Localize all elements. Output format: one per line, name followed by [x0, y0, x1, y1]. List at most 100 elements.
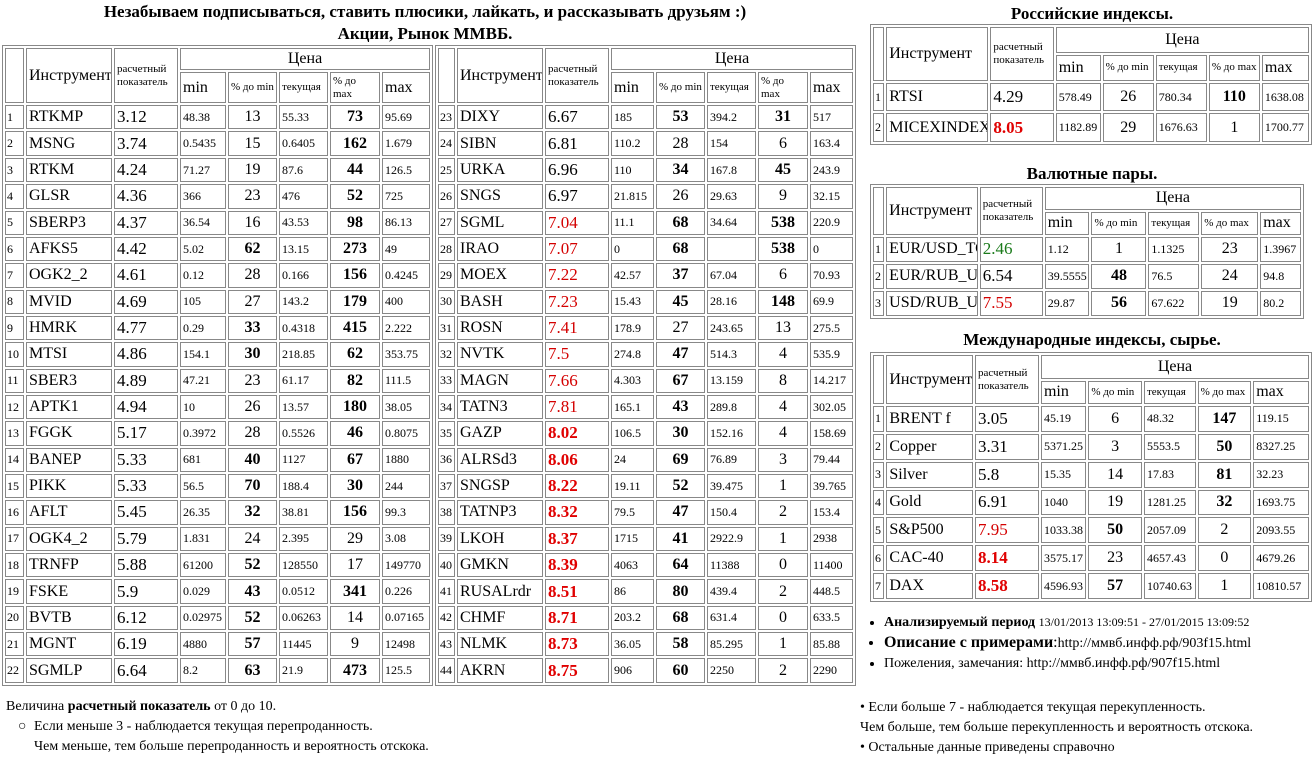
price-max: 1.679: [382, 131, 431, 156]
table-row[interactable]: 6 CAC-40 8.14 3575.17 23 4657.43 0 4679.26: [873, 545, 1309, 572]
table-row[interactable]: 32 NVTK 7.5 274.8 47 514.3 4 535.9: [438, 342, 854, 367]
table-row[interactable]: 7 OGK2_2 4.61 0.12 28 0.166 156 0.4245: [5, 263, 431, 288]
table-row[interactable]: 43 NLMK 8.73 36.05 58 85.295 1 85.88: [438, 632, 854, 657]
price-current: 85.295: [707, 632, 756, 657]
table-row[interactable]: 38 TATNP3 8.32 79.5 47 150.4 2 153.4: [438, 500, 854, 525]
pct-to-min: 19: [228, 157, 277, 183]
header-pct-max: % до max: [330, 72, 380, 104]
instrument-name: SBER3: [26, 368, 112, 393]
table-row[interactable]: 5 SBERP3 4.37 36.54 16 43.53 98 86.13: [5, 210, 431, 235]
table-row[interactable]: 9 HMRK 4.77 0.29 33 0.4318 415 2.222: [5, 315, 431, 341]
table-row[interactable]: 42 CHMF 8.71 203.2 68 631.4 0 633.5: [438, 605, 854, 631]
table-row[interactable]: 2MICEXINDEXCF8.051182.89291676.6311700.7…: [873, 113, 1309, 142]
table-row[interactable]: 36 ALRSd3 8.06 24 69 76.89 3 79.44: [438, 447, 854, 472]
price-max: 220.9: [810, 210, 854, 235]
note-intro-pre: Величина: [6, 699, 65, 714]
table-row[interactable]: 16 AFLT 5.45 26.35 32 38.81 156 99.3: [5, 500, 431, 525]
table-row[interactable]: 37 SNGSP 8.22 19.11 52 39.475 1 39.765: [438, 473, 854, 499]
table-row[interactable]: 22 SGMLP 6.64 8.2 63 21.9 473 125.5: [5, 658, 431, 683]
table-row[interactable]: 20 BVTB 6.12 0.02975 52 0.06263 14 0.07165: [5, 605, 431, 631]
table-row[interactable]: 2 MSNG 3.74 0.5435 15 0.6405 162 1.679: [5, 131, 431, 156]
price-max: 0.8075: [382, 421, 431, 446]
table-row[interactable]: 10 MTSI 4.86 154.1 30 218.85 62 353.75: [5, 342, 431, 367]
table-row[interactable]: 39 LKOH 8.37 1715 41 2922.9 1 2938: [438, 526, 854, 551]
score: 5.88: [114, 552, 178, 578]
price-min: 39.5555: [1044, 263, 1090, 289]
table-row[interactable]: 28 IRAO 7.07 0 68 538 0: [438, 236, 854, 262]
header-pct-max: % до max: [1197, 380, 1252, 404]
table-row[interactable]: 2 Copper 3.31 5371.25 3 5553.5 50 8327.25: [873, 433, 1309, 460]
table-row[interactable]: 25 URKA 6.96 110 34 167.8 45 243.9: [438, 157, 854, 183]
table-row[interactable]: 5 S&P500 7.95 1033.38 50 2057.09 2 2093.55: [873, 517, 1309, 544]
feedback-link[interactable]: http://ммвб.инфф.рф/907f15.html: [1026, 656, 1221, 671]
table-row[interactable]: 23 DIXY 6.67 185 53 394.2 31 517: [438, 105, 854, 130]
row-index: 1: [873, 82, 885, 112]
score: 7.66: [545, 368, 609, 393]
price-min: 681: [180, 447, 226, 472]
pct-to-max: 1: [758, 632, 808, 657]
table-row[interactable]: 30 BASH 7.23 15.43 45 28.16 148 69.9: [438, 289, 854, 314]
instrument-name: TATNP3: [457, 500, 543, 525]
desc-link[interactable]: http://ммвб.инфф.рф/903f15.html: [1057, 636, 1252, 651]
price-current: 439.4: [707, 579, 756, 604]
table-row[interactable]: 24 SIBN 6.81 110.2 28 154 6 163.4: [438, 131, 854, 156]
table-row[interactable]: 13 FGGK 5.17 0.3972 28 0.5526 46 0.8075: [5, 421, 431, 446]
instrument-name: BRENT f: [886, 406, 973, 432]
table-row[interactable]: 7 DAX 8.58 4596.93 57 10740.63 1 10810.57: [873, 573, 1309, 599]
header-max: max: [1261, 54, 1309, 81]
row-index: 3: [873, 290, 885, 316]
table-row[interactable]: 35 GAZP 8.02 106.5 30 152.16 4 158.69: [438, 421, 854, 446]
instrument-name: AKRN: [457, 658, 543, 683]
price-max: 517: [810, 105, 854, 130]
price-max: 85.88: [810, 632, 854, 657]
table-row[interactable]: 12 APTK1 4.94 10 26 13.57 180 38.05: [5, 394, 431, 420]
price-max: 0: [810, 236, 854, 262]
table-row[interactable]: 1 RTKMP 3.12 48.38 13 55.33 73 95.69: [5, 105, 431, 130]
price-current: 10740.63: [1143, 573, 1196, 599]
pct-to-max: 31: [758, 105, 808, 130]
price-min: 0.3972: [180, 421, 226, 446]
table-row[interactable]: 18 TRNFP 5.88 61200 52 128550 17 149770: [5, 552, 431, 578]
score: 6.64: [114, 658, 178, 683]
table-row[interactable]: 15 PIKK 5.33 56.5 70 188.4 30 244: [5, 473, 431, 499]
table-row[interactable]: 1 RTSI 4.29 578.49 26 780.34 110 1638.08: [873, 82, 1309, 112]
table-row[interactable]: 3 RTKM 4.24 71.27 19 87.6 44 126.5: [5, 157, 431, 183]
pct-to-min: 16: [228, 210, 277, 235]
price-current: 2.395: [279, 526, 328, 551]
table-row[interactable]: 4 Gold 6.91 1040 19 1281.25 32 1693.75: [873, 489, 1309, 516]
table-row[interactable]: 40 GMKN 8.39 4063 64 11388 0 11400: [438, 552, 854, 578]
table-row[interactable]: 1 BRENT f 3.05 45.19 6 48.32 147 119.15: [873, 406, 1309, 432]
row-index: 8: [5, 289, 24, 314]
table-row[interactable]: 6 AFKS5 4.42 5.02 62 13.15 273 49: [5, 236, 431, 262]
table-row[interactable]: 33 MAGN 7.66 4.303 67 13.159 8 14.217: [438, 368, 854, 393]
table-row[interactable]: 19 FSKE 5.9 0.029 43 0.0512 341 0.226: [5, 579, 431, 604]
price-current: 38.81: [279, 500, 328, 525]
table-row[interactable]: 21 MGNT 6.19 4880 57 11445 9 12498: [5, 632, 431, 657]
table-row[interactable]: 27 SGML 7.04 11.1 68 34.64 538 220.9: [438, 210, 854, 235]
table-row[interactable]: 14 BANEP 5.33 681 40 1127 67 1880: [5, 447, 431, 472]
table-row[interactable]: 11 SBER3 4.89 47.21 23 61.17 82 111.5: [5, 368, 431, 393]
row-index: 3: [5, 157, 24, 183]
instrument-name: CAC-40: [886, 545, 973, 572]
score: 6.12: [114, 605, 178, 631]
table-row[interactable]: 8 MVID 4.69 105 27 143.2 179 400: [5, 289, 431, 314]
table-row[interactable]: 4 GLSR 4.36 366 23 476 52 725: [5, 184, 431, 209]
table-row[interactable]: 26 SNGS 6.97 21.815 26 29.63 9 32.15: [438, 184, 854, 209]
table-row[interactable]: 3 Silver 5.8 15.35 14 17.83 81 32.23: [873, 461, 1309, 488]
table-row[interactable]: 34 TATN3 7.81 165.1 43 289.8 4 302.05: [438, 394, 854, 420]
table-row[interactable]: 41 RUSALrdr 8.51 86 80 439.4 2 448.5: [438, 579, 854, 604]
pct-to-max: 147: [1197, 406, 1252, 432]
price-current: 167.8: [707, 157, 756, 183]
table-row[interactable]: 17 OGK4_2 5.79 1.831 24 2.395 29 3.08: [5, 526, 431, 551]
price-min: 29.87: [1044, 290, 1090, 316]
price-current: 55.33: [279, 105, 328, 130]
price-max: 4679.26: [1253, 545, 1309, 572]
table-row[interactable]: 44 AKRN 8.75 906 60 2250 2 2290: [438, 658, 854, 683]
table-row[interactable]: 31 ROSN 7.41 178.9 27 243.65 13 275.5: [438, 315, 854, 341]
header-current: текущая: [707, 72, 756, 104]
table-row[interactable]: 29 MOEX 7.22 42.57 37 67.04 6 70.93: [438, 263, 854, 288]
price-max: 353.75: [382, 342, 431, 367]
